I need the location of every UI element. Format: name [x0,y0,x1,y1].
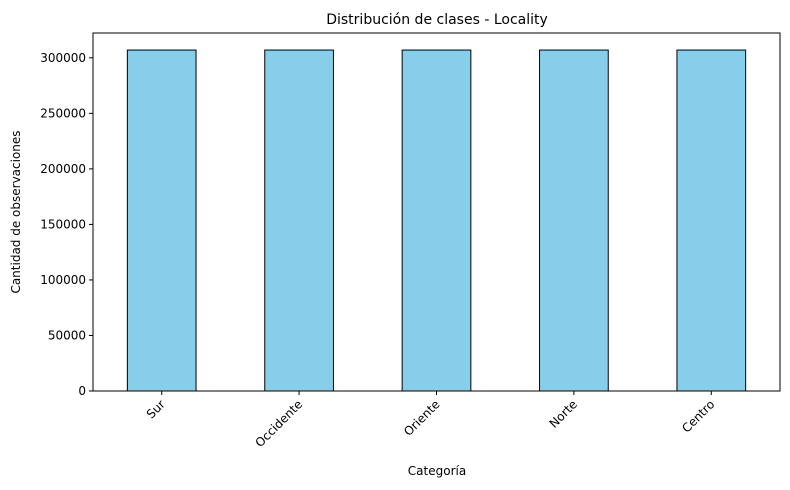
y-tick-label: 150000 [40,217,86,231]
x-axis-title: Categoría [408,464,466,478]
bar-centro [676,49,747,392]
y-axis-ticks: 0 50000 100000 150000 200000 250000 300000 [40,51,93,398]
plot-frame [92,32,781,392]
y-tick-label: 100000 [40,273,86,287]
y-tick-label: 0 [78,384,86,398]
bar-norte [539,49,609,392]
x-tick-label: Norte [547,397,580,430]
y-tick-label: 250000 [40,106,86,120]
y-tick-label: 300000 [40,51,86,65]
bar-occidente [264,49,334,392]
bar-oriente [401,49,472,392]
bars-group [126,49,747,392]
x-axis-ticks: Sur Occidente Oriente Norte Centro [144,391,717,450]
x-tick-label: Occidente [252,397,305,450]
bar-sur [126,49,197,392]
chart-title: Distribución de clases - Locality [326,12,548,28]
y-axis-title: Cantidad de observaciones [9,130,23,293]
x-tick-label: Centro [679,397,717,435]
x-tick-label: Sur [144,397,168,421]
x-tick-label: Oriente [401,397,443,439]
y-tick-label: 50000 [48,328,86,342]
y-tick-label: 200000 [40,162,86,176]
